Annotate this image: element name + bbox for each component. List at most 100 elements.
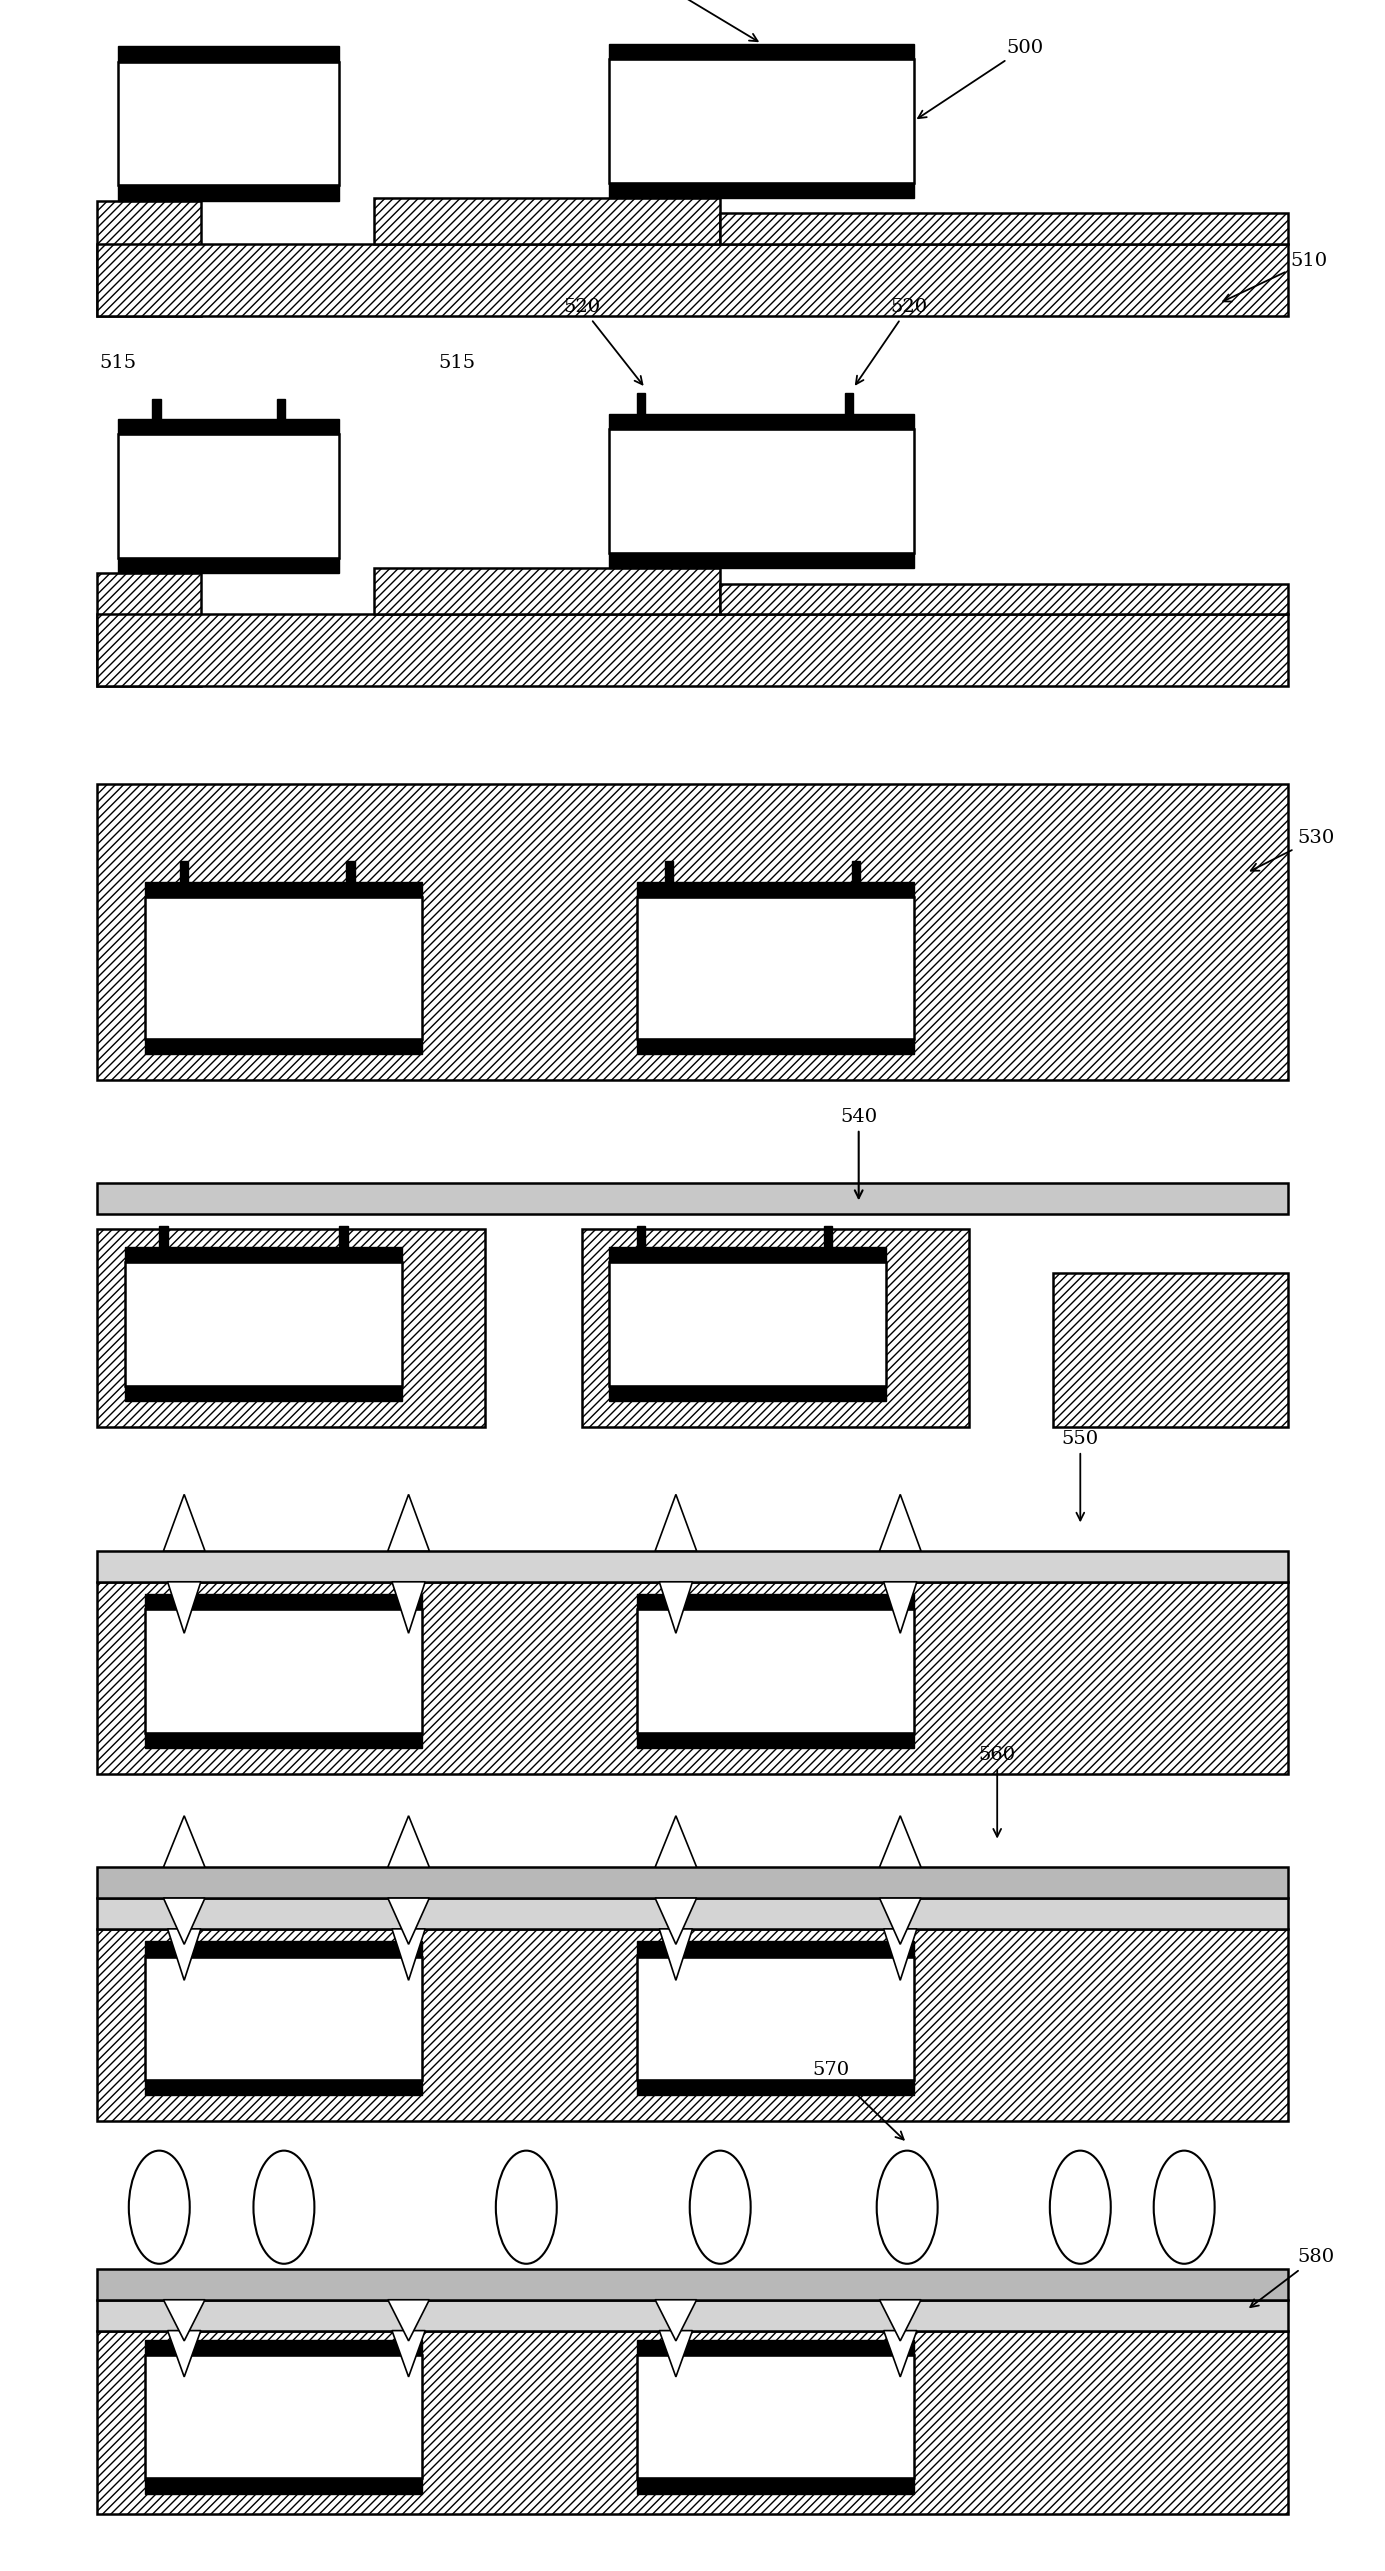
Bar [339, 1226, 348, 1247]
Bar [609, 183, 914, 198]
Polygon shape [392, 1928, 425, 1980]
Text: 520: 520 [856, 298, 927, 383]
Bar [665, 861, 673, 882]
Polygon shape [655, 1494, 697, 1550]
Polygon shape [659, 1928, 692, 1980]
Bar [97, 1229, 485, 1427]
Polygon shape [879, 2298, 921, 2340]
Bar [145, 2080, 422, 2095]
Text: 530: 530 [1251, 828, 1334, 872]
Bar [97, 784, 1288, 1080]
Polygon shape [163, 2298, 205, 2340]
Bar [720, 584, 1288, 614]
Bar [845, 393, 853, 414]
Bar [97, 1897, 1288, 1928]
Bar [637, 2478, 914, 2494]
Bar [145, 1594, 422, 1609]
Bar [97, 1183, 1288, 1214]
Circle shape [690, 2149, 751, 2265]
Circle shape [1050, 2149, 1111, 2265]
Bar [609, 44, 914, 59]
Bar [637, 1594, 914, 1609]
Bar [97, 614, 1288, 686]
Polygon shape [163, 1815, 205, 1867]
Bar [145, 897, 422, 1039]
Polygon shape [392, 2329, 425, 2376]
Bar [97, 1550, 1288, 1581]
Bar [277, 399, 285, 419]
Bar [637, 2355, 914, 2478]
Bar [637, 1609, 914, 1733]
Bar [637, 897, 914, 1039]
Polygon shape [388, 1494, 429, 1550]
Bar [180, 861, 188, 882]
Bar [118, 419, 339, 434]
Text: 540: 540 [841, 1108, 877, 1198]
Polygon shape [659, 1581, 692, 1633]
Text: 510: 510 [1223, 252, 1327, 301]
Bar [609, 1386, 886, 1401]
Circle shape [253, 2149, 314, 2265]
Text: 550: 550 [1062, 1429, 1098, 1519]
Bar [852, 861, 860, 882]
Bar [637, 882, 914, 897]
Text: 580: 580 [1251, 2247, 1334, 2306]
Bar [97, 573, 201, 686]
Bar [125, 1262, 402, 1386]
Circle shape [496, 2149, 557, 2265]
Bar [609, 1262, 886, 1386]
Bar [145, 2340, 422, 2355]
Polygon shape [884, 1928, 917, 1980]
Bar [97, 2270, 1288, 2298]
Polygon shape [388, 2298, 429, 2340]
Bar [145, 1039, 422, 1054]
Bar [159, 1226, 168, 1247]
Polygon shape [388, 1897, 429, 1944]
Bar [346, 861, 355, 882]
Bar [145, 2355, 422, 2478]
Bar [609, 414, 914, 429]
Bar [97, 1867, 1288, 1897]
Bar [637, 393, 645, 414]
Text: 560: 560 [979, 1746, 1015, 1836]
Bar [97, 1581, 1288, 1774]
Text: 515: 515 [100, 352, 136, 373]
Polygon shape [168, 2329, 201, 2376]
Bar [374, 198, 720, 244]
Bar [152, 399, 161, 419]
Text: 515: 515 [439, 352, 475, 373]
Bar [97, 2329, 1288, 2514]
Bar [97, 201, 201, 316]
Bar [125, 1247, 402, 1262]
Polygon shape [388, 1815, 429, 1867]
Text: 500: 500 [918, 39, 1043, 118]
Bar [145, 1957, 422, 2080]
Text: 520: 520 [564, 298, 643, 386]
Text: 505: 505 [622, 0, 758, 41]
Bar [637, 1733, 914, 1748]
Circle shape [1154, 2149, 1215, 2265]
Bar [125, 1386, 402, 1401]
Bar [145, 1733, 422, 1748]
Polygon shape [655, 2298, 697, 2340]
Bar [637, 2080, 914, 2095]
Bar [637, 1941, 914, 1957]
Polygon shape [655, 1897, 697, 1944]
Bar [118, 434, 339, 558]
Polygon shape [163, 1494, 205, 1550]
Bar [118, 46, 339, 62]
Polygon shape [879, 1897, 921, 1944]
Bar [637, 1226, 645, 1247]
Bar [609, 59, 914, 183]
Bar [609, 553, 914, 568]
Bar [97, 244, 1288, 316]
Circle shape [129, 2149, 190, 2265]
Bar [582, 1229, 969, 1427]
Bar [637, 1957, 914, 2080]
Bar [145, 1609, 422, 1733]
Polygon shape [659, 2329, 692, 2376]
Bar [637, 2340, 914, 2355]
Text: 570: 570 [813, 2059, 904, 2139]
Polygon shape [655, 1815, 697, 1867]
Bar [145, 1941, 422, 1957]
